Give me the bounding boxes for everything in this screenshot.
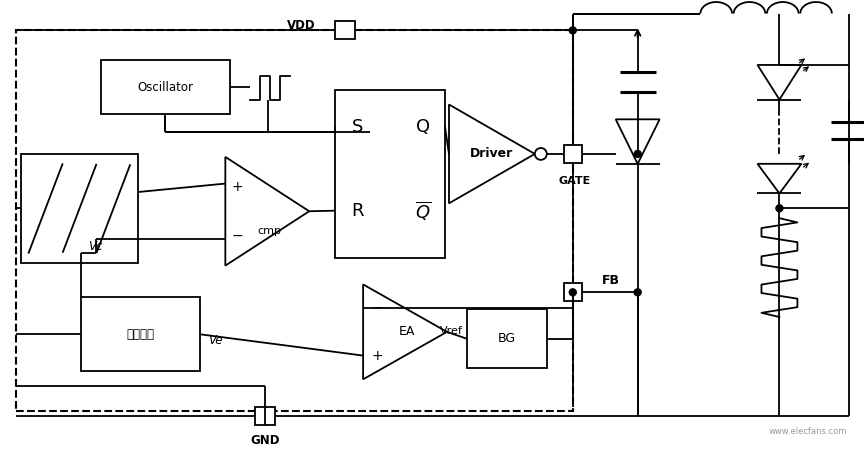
- Bar: [21, 154, 138, 263]
- Text: www.elecfans.com: www.elecfans.com: [769, 427, 848, 436]
- Polygon shape: [226, 157, 309, 266]
- Circle shape: [634, 289, 641, 296]
- Text: +: +: [371, 349, 383, 363]
- Text: +: +: [232, 180, 243, 194]
- Text: 补偿网络: 补偿网络: [126, 328, 155, 341]
- Text: cmp: cmp: [257, 226, 281, 236]
- Circle shape: [776, 205, 783, 212]
- Text: Ve: Ve: [208, 334, 223, 347]
- Text: EA: EA: [399, 325, 415, 338]
- Text: BG: BG: [498, 332, 516, 345]
- Polygon shape: [616, 119, 660, 164]
- Bar: [335, 22, 356, 39]
- Bar: [100, 60, 230, 114]
- Text: VDD: VDD: [286, 19, 315, 32]
- Bar: [564, 284, 582, 301]
- Bar: [467, 309, 547, 369]
- Bar: [255, 407, 275, 425]
- Text: $\overline{Q}$: $\overline{Q}$: [415, 199, 431, 222]
- Circle shape: [569, 289, 576, 296]
- Text: Vc: Vc: [88, 240, 103, 253]
- Bar: [16, 30, 573, 411]
- Text: Q: Q: [416, 117, 430, 135]
- Text: R: R: [351, 202, 363, 220]
- Circle shape: [535, 148, 547, 160]
- Polygon shape: [363, 284, 447, 379]
- Text: Driver: Driver: [471, 148, 514, 160]
- Polygon shape: [449, 104, 535, 203]
- Text: FB: FB: [602, 274, 619, 287]
- Polygon shape: [758, 65, 801, 99]
- Bar: [564, 145, 582, 163]
- Bar: [335, 90, 445, 258]
- Circle shape: [634, 150, 641, 158]
- Text: Vref: Vref: [440, 326, 463, 336]
- Bar: [80, 297, 201, 371]
- Text: Oscillator: Oscillator: [138, 81, 194, 94]
- Text: S: S: [351, 117, 362, 135]
- Text: GATE: GATE: [559, 176, 591, 186]
- Text: −: −: [371, 301, 383, 315]
- Text: −: −: [232, 229, 243, 243]
- Text: GND: GND: [251, 434, 280, 447]
- Polygon shape: [758, 164, 801, 194]
- Circle shape: [569, 27, 576, 34]
